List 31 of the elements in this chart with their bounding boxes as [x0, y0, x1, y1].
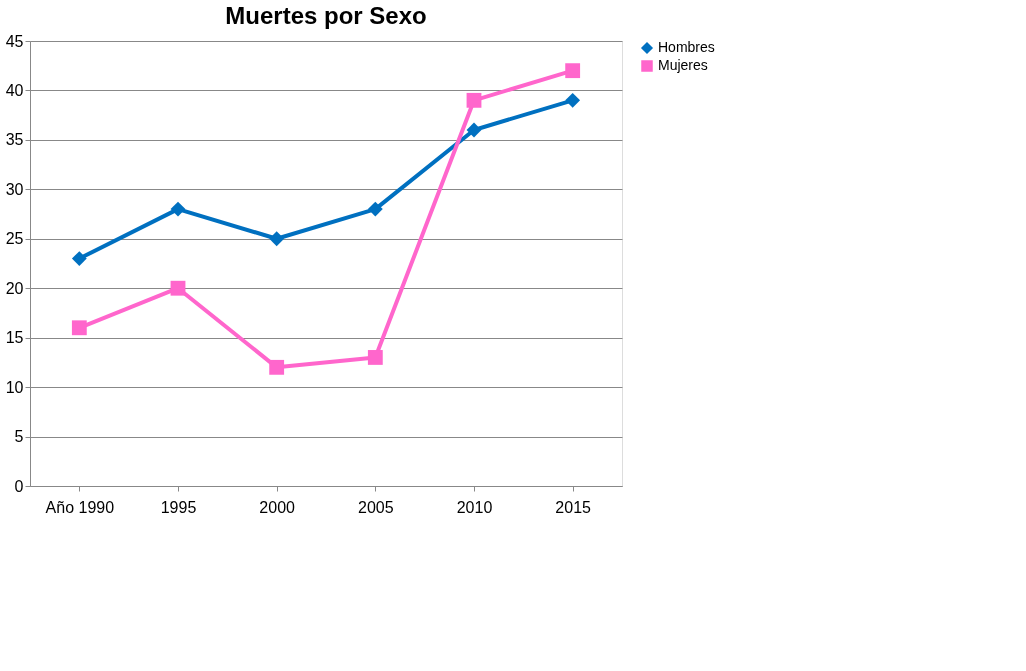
- y-tick-label: 20: [5, 279, 24, 297]
- point: [565, 92, 581, 108]
- point: [269, 359, 285, 375]
- point: [367, 350, 383, 365]
- x-tick-label: 2005: [358, 498, 394, 516]
- y-tick-label: 25: [5, 230, 24, 248]
- point: [71, 251, 87, 266]
- x-tick-label: 2015: [555, 498, 592, 516]
- chart-title: Muertes por Sexo: [225, 2, 427, 29]
- point: [269, 231, 285, 247]
- point: [466, 92, 482, 108]
- point: [466, 122, 482, 138]
- y-tick-label: 10: [5, 378, 24, 396]
- point: [367, 201, 383, 217]
- y-tick-label: 15: [5, 329, 24, 347]
- x-tick-label: 2010: [456, 498, 493, 516]
- x-tick-label: 2000: [259, 498, 296, 516]
- y-tick-label: 30: [5, 180, 24, 198]
- y-tick-label: 5: [14, 428, 24, 446]
- point: [71, 320, 87, 336]
- legend-label: Hombres: [658, 39, 715, 55]
- x-tick-label: Año 1990: [45, 498, 115, 516]
- point: [170, 280, 186, 296]
- legend-label: Mujeres: [658, 57, 708, 73]
- y-tick-label: 40: [5, 81, 24, 99]
- point: [565, 63, 581, 79]
- point: [170, 201, 186, 217]
- x-tick-label: 1995: [160, 498, 197, 516]
- y-tick-label: 45: [5, 32, 24, 50]
- y-tick-label: 0: [14, 477, 24, 495]
- y-tick-label: 35: [5, 131, 24, 149]
